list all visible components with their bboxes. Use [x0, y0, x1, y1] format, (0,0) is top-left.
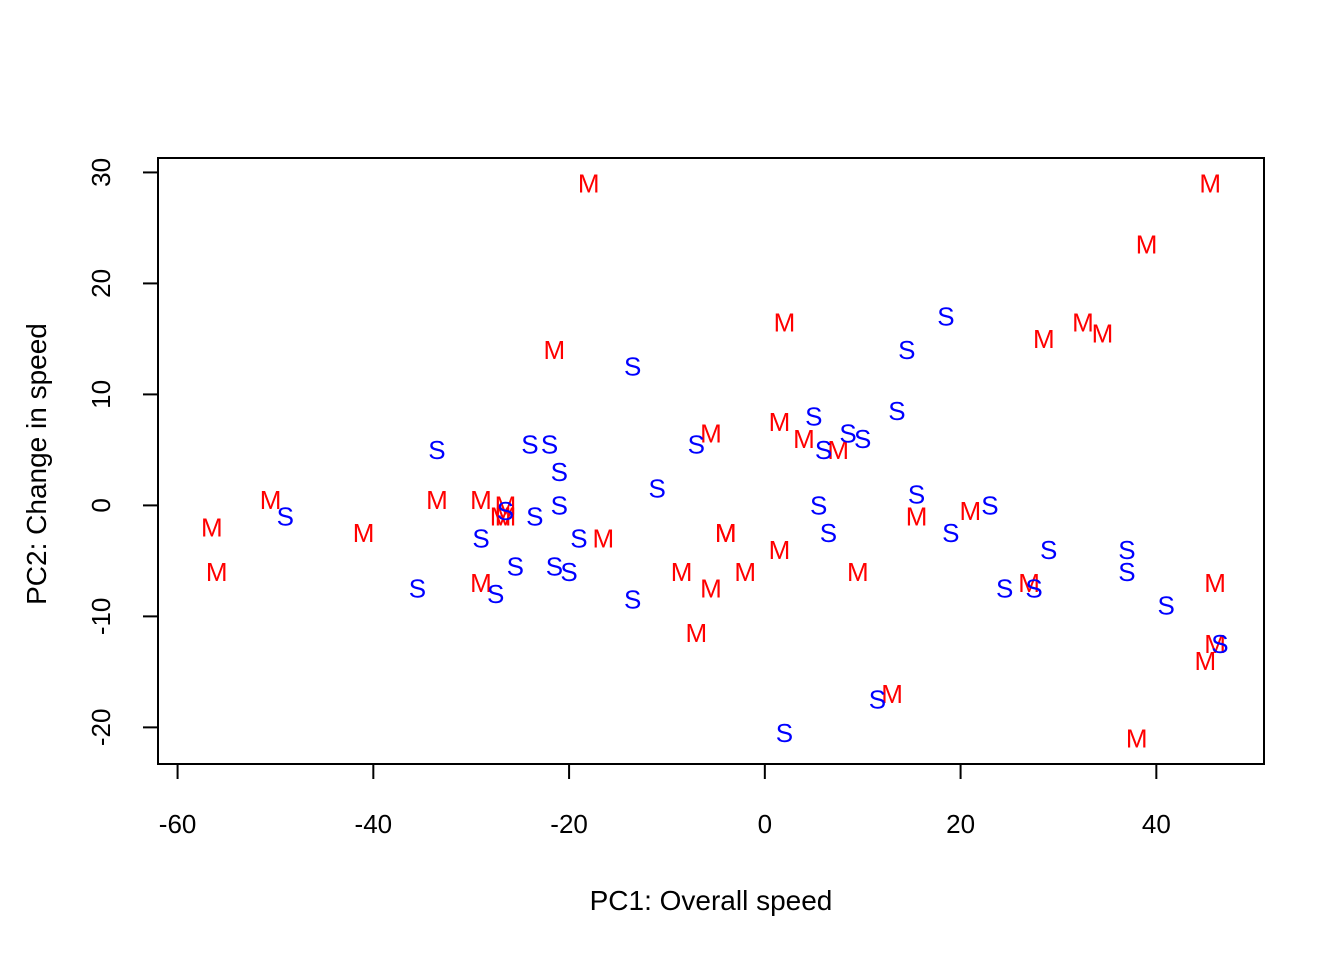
- point-s: S: [487, 579, 504, 609]
- point-m: M: [201, 513, 223, 543]
- point-m: M: [700, 418, 722, 448]
- point-m: M: [1136, 230, 1158, 260]
- point-s: S: [815, 435, 832, 465]
- point-m: M: [578, 169, 600, 199]
- point-s: S: [472, 524, 489, 554]
- point-m: M: [769, 407, 791, 437]
- plot-frame: [157, 157, 1265, 765]
- point-m: M: [847, 557, 869, 587]
- point-s: S: [570, 524, 587, 554]
- point-m: M: [1204, 568, 1226, 598]
- point-m: M: [774, 307, 796, 337]
- x-tick-label: -20: [550, 809, 588, 839]
- point-s: S: [805, 402, 822, 432]
- point-s: S: [820, 518, 837, 548]
- y-tick-label: -20: [86, 709, 116, 747]
- point-s: S: [898, 335, 915, 365]
- point-s: S: [1025, 574, 1042, 604]
- point-s: S: [688, 429, 705, 459]
- y-tick-label: 0: [86, 498, 116, 512]
- point-s: S: [1118, 557, 1135, 587]
- point-m: M: [715, 518, 737, 548]
- point-m: M: [495, 501, 517, 531]
- point-m: M: [1018, 568, 1040, 598]
- point-s: S: [810, 490, 827, 520]
- point-m: M: [593, 524, 615, 554]
- x-tick-label: 40: [1142, 809, 1171, 839]
- point-m: M: [827, 435, 849, 465]
- point-m: M: [715, 518, 737, 548]
- point-s: S: [277, 501, 294, 531]
- point-m: M: [206, 557, 228, 587]
- point-s: S: [551, 490, 568, 520]
- x-tick-label: -60: [159, 809, 197, 839]
- point-m: M: [1199, 169, 1221, 199]
- point-s: S: [521, 429, 538, 459]
- point-s: S: [776, 718, 793, 748]
- x-tick-label: 0: [758, 809, 772, 839]
- point-s: S: [908, 479, 925, 509]
- point-m: M: [1204, 629, 1226, 659]
- point-s: S: [648, 474, 665, 504]
- point-s: S: [507, 551, 524, 581]
- y-axis-title: PC2: Change in speed: [21, 323, 52, 605]
- y-tick-label: 30: [86, 158, 116, 187]
- point-m: M: [1072, 307, 1094, 337]
- point-m: M: [353, 518, 375, 548]
- point-m: M: [1033, 324, 1055, 354]
- point-s: S: [839, 418, 856, 448]
- point-m: M: [960, 496, 982, 526]
- point-s: S: [1040, 535, 1057, 565]
- point-m: M: [700, 574, 722, 604]
- point-s: S: [854, 424, 871, 454]
- point-s: S: [869, 685, 886, 715]
- point-m: M: [426, 485, 448, 515]
- point-m: M: [671, 557, 693, 587]
- y-tick-label: -10: [86, 598, 116, 636]
- y-tick-label: 10: [86, 380, 116, 409]
- x-axis: -60 -40 -20 0 20 40: [159, 763, 1171, 839]
- point-s: S: [888, 396, 905, 426]
- point-m: M: [881, 679, 903, 709]
- point-s: S: [526, 501, 543, 531]
- point-s: S: [541, 429, 558, 459]
- point-m: M: [544, 335, 566, 365]
- point-m: M: [1194, 646, 1216, 676]
- point-m: M: [1092, 318, 1114, 348]
- x-tick-label: 20: [946, 809, 975, 839]
- point-m: M: [734, 557, 756, 587]
- point-m: M: [470, 568, 492, 598]
- point-s: S: [546, 551, 563, 581]
- point-s: S: [937, 302, 954, 332]
- point-m: M: [769, 535, 791, 565]
- point-s: S: [551, 457, 568, 487]
- point-m: M: [685, 618, 707, 648]
- point-s: S: [497, 496, 514, 526]
- x-axis-title: PC1: Overall speed: [590, 885, 833, 916]
- point-s: S: [624, 352, 641, 382]
- x-tick-label: -40: [355, 809, 393, 839]
- point-s: S: [1211, 629, 1228, 659]
- point-s: S: [942, 518, 959, 548]
- point-m: M: [495, 490, 517, 520]
- point-s: S: [428, 435, 445, 465]
- point-m: M: [1126, 723, 1148, 753]
- point-m: M: [490, 501, 512, 531]
- point-s: S: [1118, 535, 1135, 565]
- point-s: S: [1157, 590, 1174, 620]
- point-s: S: [409, 574, 426, 604]
- point-m: M: [906, 501, 928, 531]
- point-s: S: [560, 557, 577, 587]
- point-s: S: [981, 490, 998, 520]
- point-s: S: [624, 585, 641, 615]
- y-tick-label: 20: [86, 269, 116, 298]
- point-m: M: [260, 485, 282, 515]
- point-m: M: [793, 424, 815, 454]
- y-axis: -20 -10 0 10 20 30: [86, 158, 159, 747]
- point-m: M: [470, 485, 492, 515]
- point-s: S: [996, 574, 1013, 604]
